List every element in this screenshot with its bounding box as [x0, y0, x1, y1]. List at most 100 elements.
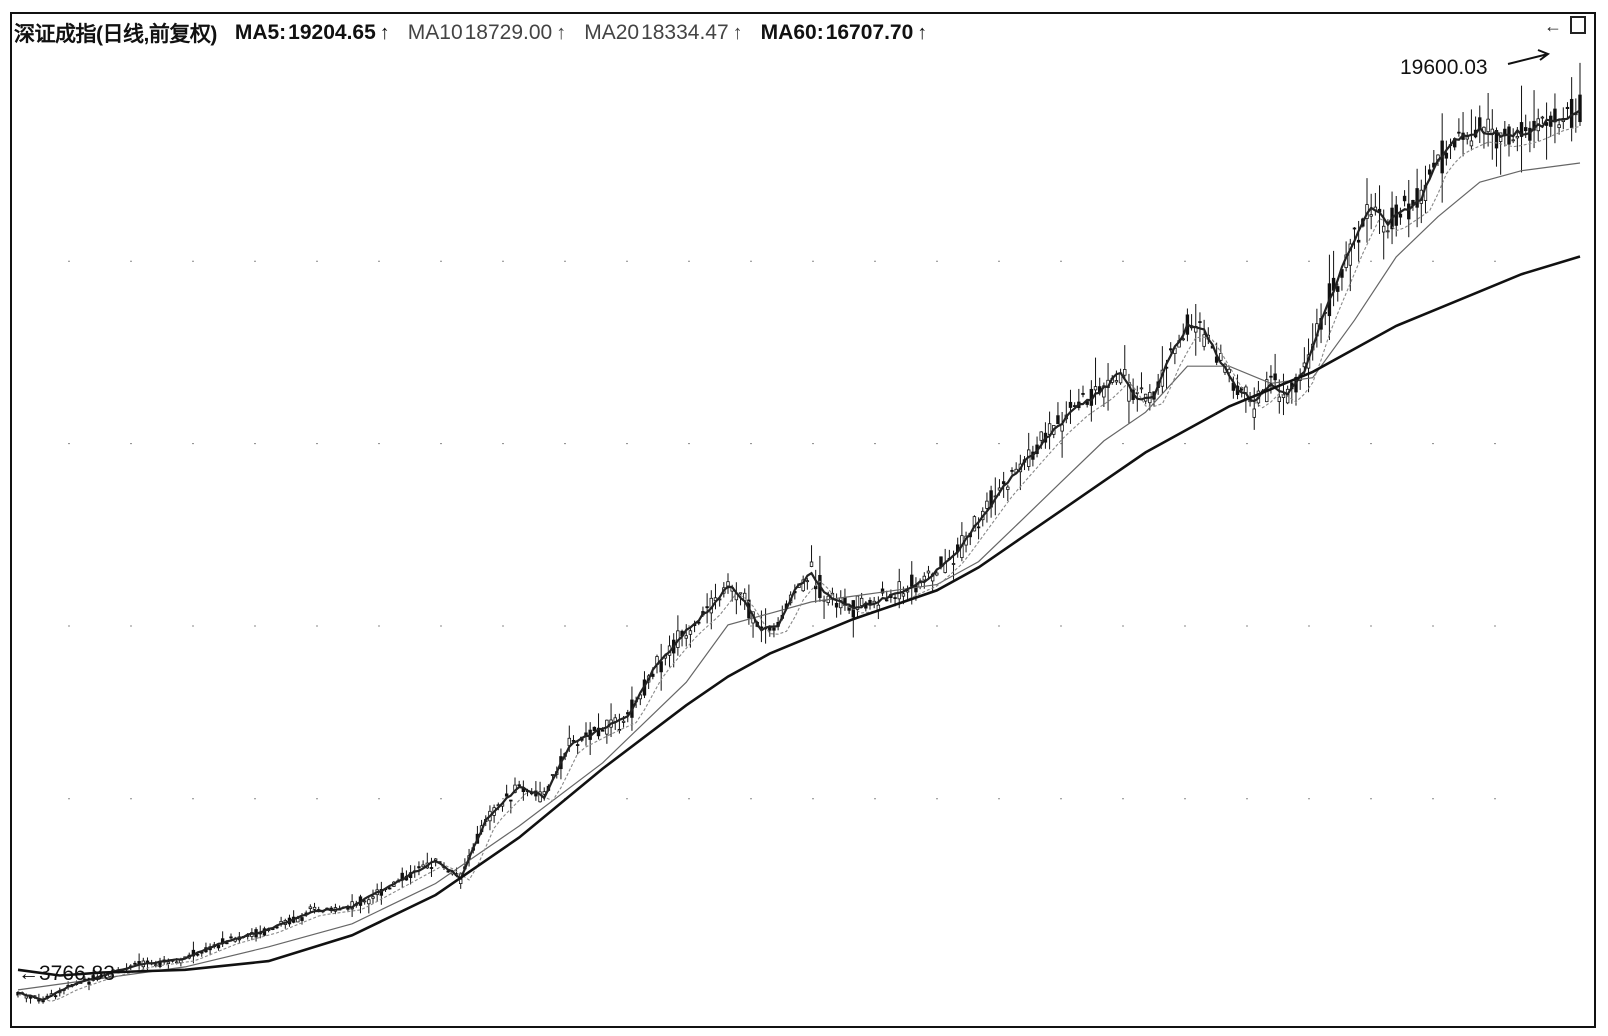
candle-body: [446, 870, 450, 873]
ma20-label: MA20: [584, 21, 640, 44]
candle-body: [1001, 481, 1006, 485]
candle-body: [1386, 230, 1390, 233]
candle-body: [1356, 239, 1361, 243]
candle-body: [1093, 386, 1098, 391]
candle-body: [1427, 169, 1432, 175]
candle-body: [922, 575, 926, 581]
candle-body: [1469, 140, 1474, 147]
candle-body: [1407, 203, 1411, 220]
candle-body: [1398, 213, 1403, 218]
ma60-readout: MA60: 16707.70 ↑: [761, 21, 928, 45]
candle-body: [1139, 387, 1144, 390]
candle-body: [421, 864, 425, 868]
candle-body: [371, 896, 375, 899]
candle-body: [1515, 136, 1520, 139]
candle-body: [985, 500, 989, 509]
candle-body: [893, 597, 897, 599]
ma5-label: MA5:: [234, 21, 287, 44]
ma20-readout: MA20 18334.47 ↑: [584, 21, 742, 45]
candle-body: [847, 605, 851, 611]
ma20-arrow-icon: ↑: [732, 21, 743, 44]
candle-body: [225, 942, 229, 945]
candle-body: [429, 867, 434, 869]
ma60-label: MA60:: [760, 21, 824, 44]
candlestick-series: [16, 62, 1582, 1004]
candle-body: [87, 981, 91, 985]
candle-body: [133, 962, 137, 965]
minimize-icon[interactable]: ←: [1544, 16, 1562, 36]
candle-body: [166, 961, 171, 965]
chart-title: 深证成指(日线,前复权): [14, 23, 217, 46]
candle-body: [885, 599, 889, 602]
candle-body: [37, 999, 41, 1002]
chart-annotations: 19600.03 ←3766.83: [18, 49, 1551, 985]
candle-body: [308, 906, 313, 909]
ma10-label: MA10: [407, 21, 463, 44]
candle-body: [1511, 139, 1515, 142]
candle-body: [1486, 118, 1490, 133]
candle-body: [1444, 152, 1449, 159]
ma20-value: 18334.47: [641, 21, 729, 44]
ma5-arrow-icon: ↑: [379, 21, 390, 44]
candle-body: [1202, 334, 1206, 347]
ma60-line: [17, 255, 1581, 977]
candle-body: [1081, 392, 1085, 395]
candle-body: [1039, 431, 1043, 441]
ma5-readout: MA5: 19204.65 ↑: [235, 21, 390, 45]
candle-body: [154, 964, 158, 967]
candle-body: [1565, 106, 1570, 110]
ma10-line: [18, 125, 1581, 1002]
candle-body: [1085, 401, 1089, 405]
candle-body: [1273, 373, 1277, 381]
candle-body: [1369, 214, 1373, 217]
candle-body: [1123, 369, 1127, 376]
candle-body: [53, 995, 58, 998]
candle-body: [550, 774, 555, 776]
candle-body: [1169, 348, 1173, 351]
candle-body: [901, 593, 906, 597]
candle-body: [300, 917, 304, 921]
candle-body: [1006, 486, 1010, 490]
candle-body: [814, 585, 818, 590]
candle-body: [926, 570, 931, 574]
candle-body: [195, 953, 200, 956]
window-controls: ←: [1544, 16, 1586, 37]
candle-body: [575, 744, 580, 746]
ma10-arrow-icon: ↑: [556, 21, 567, 44]
candle-body: [1010, 470, 1014, 472]
candle-body: [312, 906, 317, 910]
candle-body: [229, 936, 233, 939]
candle-body: [596, 727, 601, 737]
candle-body: [1557, 124, 1561, 129]
candle-body: [367, 899, 371, 905]
candle-body: [1060, 424, 1064, 432]
candle-body: [433, 858, 438, 861]
candle-body: [905, 590, 910, 593]
candle-body: [1252, 408, 1256, 418]
candle-body: [1457, 131, 1461, 134]
candle-body: [571, 740, 576, 742]
low-label: ←3766.83: [18, 962, 115, 985]
high-label: 19600.03: [1400, 56, 1488, 79]
chart-header: 深证成指(日线,前复权) MA5: 19204.65 ↑ MA10 18729.…: [14, 18, 927, 48]
candle-body: [1382, 225, 1386, 233]
candle-body: [1348, 243, 1352, 266]
candle-body: [1578, 94, 1582, 123]
candle-body: [880, 588, 885, 594]
candle-body: [517, 784, 521, 787]
chart-grid: [68, 260, 1540, 800]
maximize-icon[interactable]: [1570, 16, 1586, 34]
candle-body: [216, 945, 221, 949]
candle-body: [1269, 375, 1273, 378]
candle-body: [1056, 415, 1060, 425]
ma20-line: [17, 162, 1581, 991]
candle-body: [1352, 227, 1357, 230]
chart-frame: [10, 12, 1596, 1028]
ma10-readout: MA10 18729.00 ↑: [408, 21, 566, 45]
candle-body: [362, 900, 367, 903]
candle-body: [834, 602, 839, 608]
candle-body: [417, 866, 421, 869]
candle-body: [809, 561, 814, 567]
candle-body: [621, 720, 626, 723]
